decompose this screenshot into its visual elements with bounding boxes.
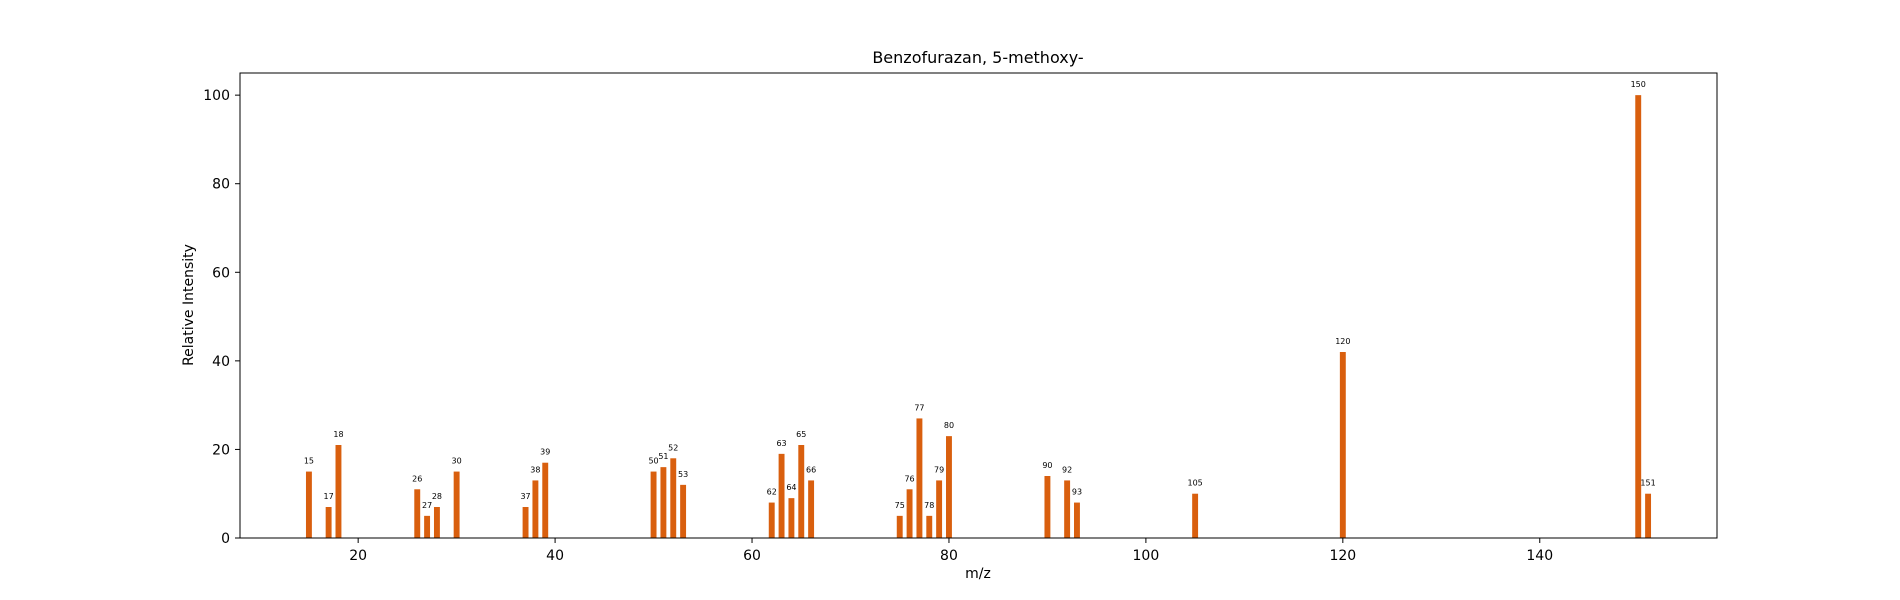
x-tick-label-20: 20 [349,548,367,564]
peak-label-53: 53 [678,470,688,479]
x-tick-label-140: 140 [1526,548,1553,564]
peak-label-64: 64 [786,483,796,492]
peak-label-39: 39 [540,448,550,457]
peak-bar-80 [946,436,952,538]
y-axis-ticks: 0 20 40 60 80 100 [203,88,240,547]
y-axis-label: Relative Intensity [181,244,197,366]
peak-label-77: 77 [914,403,924,412]
peak-label-17: 17 [324,492,334,501]
y-tick-label-20: 20 [212,442,230,458]
peak-label-80: 80 [944,421,954,430]
peak-label-18: 18 [333,430,343,439]
peak-label-105: 105 [1187,479,1202,488]
peak-label-52: 52 [668,443,678,452]
y-tick-label-100: 100 [203,88,230,104]
peak-bar-90 [1044,476,1051,538]
peak-bar-151 [1645,493,1652,538]
peak-bar-75 [896,515,903,538]
peak-label-92: 92 [1062,465,1072,474]
peak-label-78: 78 [924,501,934,510]
y-tick-label-60: 60 [212,265,230,281]
peak-label-151: 151 [1640,479,1655,488]
plot-frame [239,72,1718,539]
y-tick-label-0: 0 [221,531,230,547]
peak-bar-62 [768,502,775,538]
peak-bar-37 [522,507,529,538]
peak-label-27: 27 [422,501,432,510]
x-axis-label: m/z [965,566,991,582]
peak-bar-53 [680,484,687,538]
peak-label-28: 28 [432,492,442,501]
x-axis-ticks: 20 40 60 80 100 120 140 [349,538,1553,564]
peak-bar-63 [778,453,785,538]
peak-bar-77 [916,418,923,538]
peak-bar-105 [1192,493,1199,538]
peak-bar-92 [1064,480,1071,538]
peak-label-15: 15 [304,457,314,466]
y-tick-label-40: 40 [212,354,230,370]
peak-bar-28 [433,507,440,538]
x-tick-label-100: 100 [1133,548,1160,564]
peak-bar-17 [325,507,332,538]
peak-bar-50 [650,471,657,538]
x-tick-label-120: 120 [1329,548,1356,564]
peak-label-65: 65 [796,430,806,439]
peak-label-51: 51 [658,452,668,461]
peak-bar-65 [798,445,805,538]
peak-bar-76 [906,489,913,538]
peak-bar-15 [305,471,312,538]
peak-bar-150 [1635,95,1642,538]
bars-layer [305,95,1652,538]
peak-bar-38 [532,480,539,538]
peak-label-76: 76 [904,474,914,483]
peak-label-38: 38 [530,465,540,474]
peak-bar-18 [335,445,342,538]
peak-label-79: 79 [934,465,944,474]
peak-label-63: 63 [776,439,786,448]
chart-title: Benzofurazan, 5-methoxy- [872,48,1083,67]
peak-bar-27 [424,515,431,538]
peak-bar-66 [808,480,815,538]
peak-label-26: 26 [412,474,422,483]
x-tick-label-60: 60 [743,548,761,564]
peak-label-93: 93 [1072,488,1082,497]
peak-label-150: 150 [1631,80,1646,89]
peak-label-62: 62 [767,488,777,497]
peak-label-75: 75 [895,501,905,510]
peak-label-90: 90 [1042,461,1052,470]
peak-bar-120 [1339,352,1346,538]
peak-bar-51 [660,467,667,538]
peak-bar-39 [542,462,549,538]
y-tick-label-80: 80 [212,177,230,193]
peak-bar-30 [453,471,460,538]
peak-bar-79 [936,480,943,538]
peak-bar-93 [1074,502,1080,538]
x-tick-label-80: 80 [940,548,958,564]
peak-label-50: 50 [648,457,658,466]
peak-bar-64 [788,498,795,538]
peak-bar-78 [926,515,933,538]
peak-label-30: 30 [452,457,462,466]
peak-bar-52 [670,458,677,538]
peak-label-66: 66 [806,465,816,474]
peak-bar-26 [414,489,421,538]
peak-label-120: 120 [1335,337,1350,346]
peak-label-37: 37 [520,492,530,501]
x-tick-label-40: 40 [546,548,564,564]
